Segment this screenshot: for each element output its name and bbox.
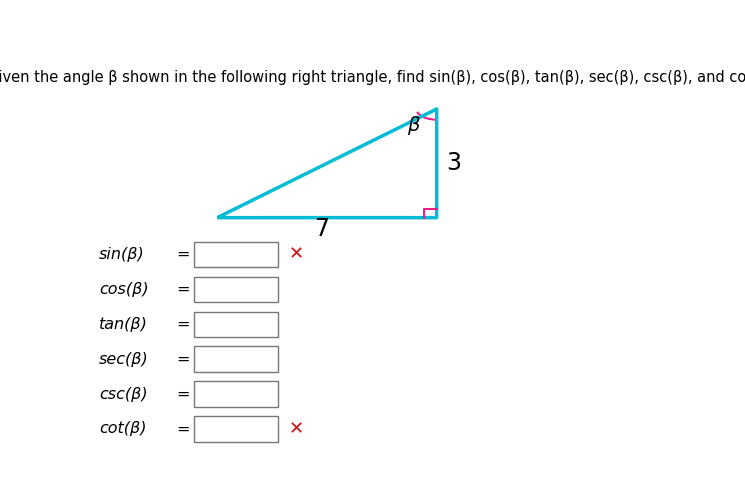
- Text: Given the angle β shown in the following right triangle, find sin(β), cos(β), ta: Given the angle β shown in the following…: [0, 70, 745, 85]
- Text: =: =: [176, 247, 189, 262]
- Text: =: =: [176, 421, 189, 436]
- Text: β: β: [408, 116, 420, 135]
- Text: sec(β): sec(β): [99, 352, 149, 366]
- Text: =: =: [176, 352, 189, 366]
- Bar: [194, 416, 278, 442]
- Bar: [194, 311, 278, 337]
- Text: cos(β): cos(β): [99, 282, 148, 297]
- Text: ✕: ✕: [288, 420, 303, 438]
- Text: csc(β): csc(β): [99, 387, 148, 402]
- Text: =: =: [176, 282, 189, 297]
- Bar: [194, 277, 278, 302]
- Bar: [194, 242, 278, 267]
- Text: =: =: [176, 387, 189, 402]
- Bar: [194, 382, 278, 407]
- Text: cot(β): cot(β): [99, 421, 147, 436]
- Text: 7: 7: [314, 217, 329, 241]
- Bar: [194, 346, 278, 372]
- Text: tan(β): tan(β): [99, 317, 148, 332]
- Text: 3: 3: [446, 151, 461, 175]
- Text: =: =: [176, 317, 189, 332]
- Text: sin(β): sin(β): [99, 247, 145, 262]
- Text: ✕: ✕: [288, 245, 303, 263]
